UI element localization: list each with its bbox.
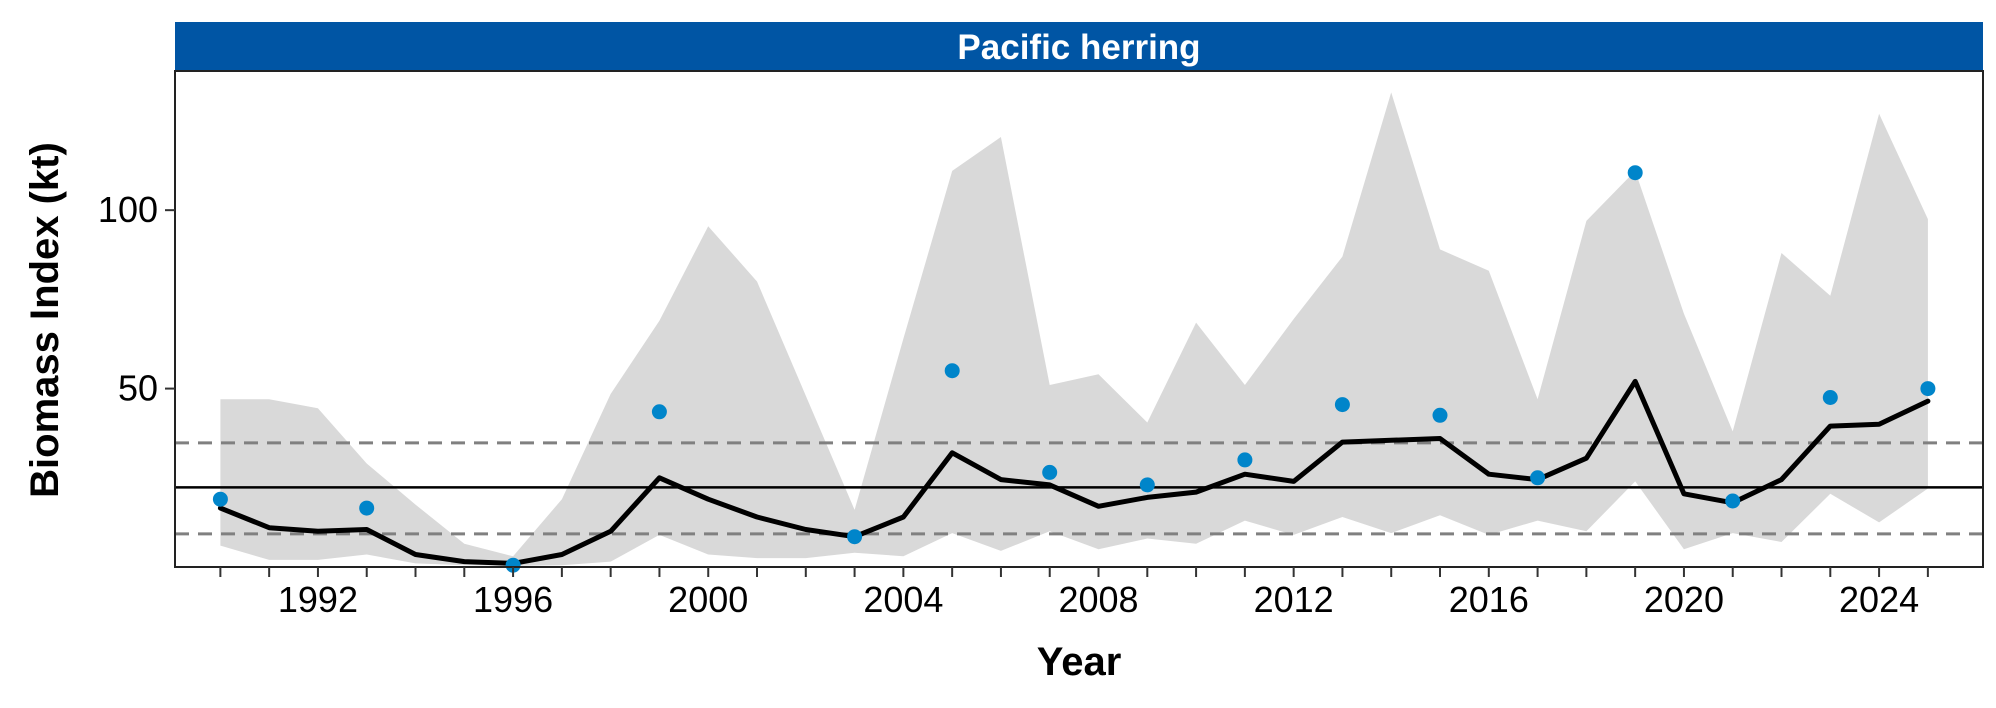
observation-point: [1920, 381, 1936, 397]
x-tick-label: 2000: [668, 579, 748, 620]
strip-background: [175, 22, 1983, 71]
observation-point: [1042, 464, 1058, 480]
observation-point: [1627, 165, 1643, 181]
x-tick-label: 1996: [473, 579, 553, 620]
x-tick-label: 2008: [1058, 579, 1138, 620]
x-tick-label: 2016: [1449, 579, 1529, 620]
y-axis: 50 100: [98, 189, 175, 409]
observation-point: [359, 500, 375, 516]
observation-point: [505, 557, 521, 573]
chart-title: Pacific herring: [957, 28, 1200, 67]
x-tick-label: 2020: [1644, 579, 1724, 620]
observation-point: [847, 529, 863, 545]
observation-point: [1334, 397, 1350, 413]
panel-border: [174, 70, 1984, 568]
x-tick-label: 1992: [278, 579, 358, 620]
confidence-ribbon: [220, 92, 1928, 566]
observation-point: [1237, 452, 1253, 468]
x-axis: 1992 1996 2000 2004 2008 2012 2016 2020 2024: [219, 567, 1929, 620]
observation-point: [944, 363, 960, 379]
observation-point: [1725, 493, 1741, 509]
observation-point: [1432, 407, 1448, 423]
x-tick-label: 2024: [1839, 579, 1919, 620]
y-tick-label: 100: [98, 189, 158, 230]
observation-point: [1822, 390, 1838, 405]
x-axis-title: Year: [1037, 640, 1122, 684]
x-tick-label: 2004: [863, 579, 943, 620]
y-axis-title: Biomass Index (kt): [23, 142, 67, 498]
x-tick-label: 2012: [1254, 579, 1334, 620]
biomass-index-line: [217, 378, 1931, 566]
y-tick-label: 50: [118, 368, 158, 409]
observation-point: [651, 404, 667, 420]
observation-point: [1530, 470, 1546, 486]
observation-point: [1139, 477, 1155, 493]
observation-point: [212, 491, 228, 507]
plot-panel: [175, 92, 1983, 573]
